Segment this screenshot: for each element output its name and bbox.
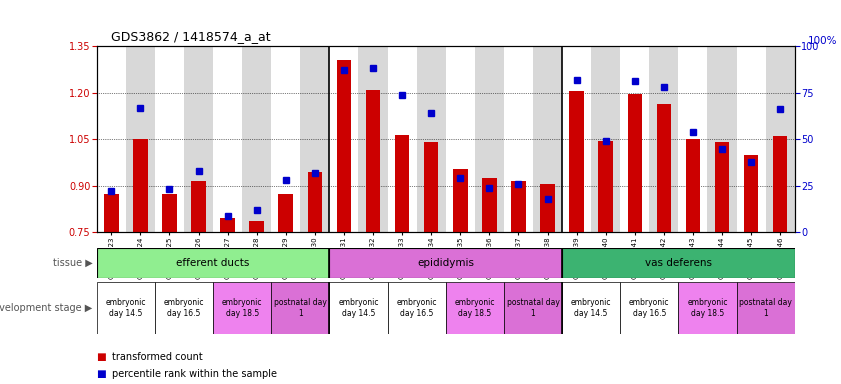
Text: ■: ■ xyxy=(97,369,109,379)
Text: embryonic
day 16.5: embryonic day 16.5 xyxy=(629,298,669,318)
Bar xyxy=(213,46,242,232)
Bar xyxy=(504,282,562,334)
Bar xyxy=(388,46,416,232)
Text: tissue ▶: tissue ▶ xyxy=(53,258,93,268)
Bar xyxy=(511,181,526,232)
Bar xyxy=(184,46,213,232)
Bar xyxy=(330,46,358,232)
Bar xyxy=(278,194,293,232)
Text: embryonic
day 18.5: embryonic day 18.5 xyxy=(455,298,495,318)
Bar xyxy=(475,46,504,232)
Bar xyxy=(271,46,300,232)
Bar xyxy=(155,282,213,334)
Bar xyxy=(424,142,438,232)
Text: GDS3862 / 1418574_a_at: GDS3862 / 1418574_a_at xyxy=(111,30,270,43)
Bar xyxy=(388,282,446,334)
Bar xyxy=(358,46,388,232)
Bar xyxy=(162,194,177,232)
Bar xyxy=(562,248,795,278)
Text: development stage ▶: development stage ▶ xyxy=(0,303,93,313)
Bar xyxy=(743,155,759,232)
Text: embryonic
day 14.5: embryonic day 14.5 xyxy=(106,298,146,318)
Bar xyxy=(250,222,264,232)
Bar xyxy=(627,94,642,232)
Text: postnatal day
1: postnatal day 1 xyxy=(506,298,559,318)
Text: postnatal day
1: postnatal day 1 xyxy=(274,298,327,318)
Bar xyxy=(765,46,795,232)
Bar xyxy=(569,91,584,232)
Bar xyxy=(300,46,330,232)
Bar xyxy=(649,46,679,232)
Text: postnatal day
1: postnatal day 1 xyxy=(739,298,792,318)
Text: embryonic
day 14.5: embryonic day 14.5 xyxy=(571,298,611,318)
Y-axis label: 100%: 100% xyxy=(808,36,838,46)
Bar xyxy=(562,282,621,334)
Text: ■: ■ xyxy=(97,352,109,362)
Bar xyxy=(242,46,271,232)
Text: vas deferens: vas deferens xyxy=(645,258,712,268)
Bar xyxy=(446,46,475,232)
Bar xyxy=(336,60,352,232)
Bar xyxy=(679,282,737,334)
Bar xyxy=(446,282,504,334)
Bar xyxy=(126,46,155,232)
Bar xyxy=(133,139,148,232)
Bar xyxy=(220,218,235,232)
Bar xyxy=(540,184,555,232)
Text: embryonic
day 14.5: embryonic day 14.5 xyxy=(338,298,378,318)
Bar xyxy=(737,46,765,232)
Text: epididymis: epididymis xyxy=(417,258,474,268)
Text: embryonic
day 18.5: embryonic day 18.5 xyxy=(222,298,262,318)
Bar xyxy=(330,248,562,278)
Bar xyxy=(453,169,468,232)
Bar xyxy=(271,282,330,334)
Bar xyxy=(104,194,119,232)
Bar xyxy=(707,46,737,232)
Bar xyxy=(97,282,155,334)
Bar xyxy=(533,46,562,232)
Bar xyxy=(737,282,795,334)
Text: embryonic
day 18.5: embryonic day 18.5 xyxy=(687,298,727,318)
Bar xyxy=(416,46,446,232)
Bar xyxy=(679,46,707,232)
Bar xyxy=(213,282,271,334)
Bar xyxy=(155,46,184,232)
Bar xyxy=(97,46,126,232)
Bar xyxy=(562,46,591,232)
Bar xyxy=(715,142,729,232)
Bar xyxy=(657,104,671,232)
Bar xyxy=(685,139,701,232)
Bar xyxy=(504,46,533,232)
Bar xyxy=(773,136,787,232)
Bar xyxy=(191,181,206,232)
Text: embryonic
day 16.5: embryonic day 16.5 xyxy=(396,298,436,318)
Bar xyxy=(366,89,380,232)
Text: efferent ducts: efferent ducts xyxy=(177,258,250,268)
Bar xyxy=(394,134,410,232)
Text: embryonic
day 16.5: embryonic day 16.5 xyxy=(164,298,204,318)
Bar xyxy=(591,46,620,232)
Bar xyxy=(599,141,613,232)
Bar xyxy=(97,248,330,278)
Bar xyxy=(482,178,497,232)
Text: transformed count: transformed count xyxy=(112,352,203,362)
Bar xyxy=(620,46,649,232)
Bar xyxy=(330,282,388,334)
Bar xyxy=(308,172,322,232)
Text: percentile rank within the sample: percentile rank within the sample xyxy=(112,369,277,379)
Bar xyxy=(620,282,679,334)
